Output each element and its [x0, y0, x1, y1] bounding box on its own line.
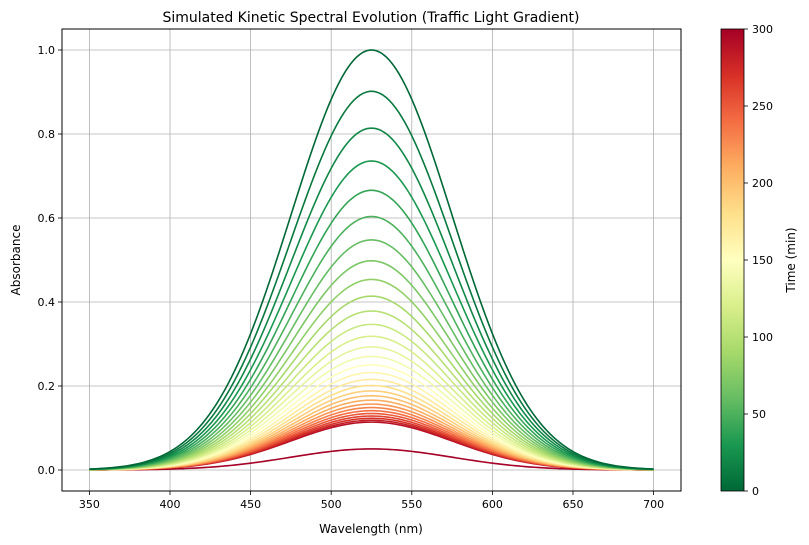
series-line-t300 — [89, 448, 654, 471]
x-tick-label: 600 — [482, 498, 503, 511]
x-tick-label: 650 — [562, 498, 583, 511]
y-tick-label: 0.8 — [38, 128, 56, 141]
series-line-t110 — [89, 323, 654, 471]
x-tick-label: 700 — [643, 498, 664, 511]
plot-frame — [61, 28, 682, 492]
x-ticks: 350 400 450 500 550 600 650 700 — [79, 491, 664, 511]
x-tick-label: 350 — [79, 498, 100, 511]
colorbar-tick-label: 100 — [752, 331, 773, 344]
x-tick-label: 400 — [160, 498, 181, 511]
series-line-t50 — [89, 215, 654, 471]
x-tick-label: 550 — [401, 498, 422, 511]
series-line-t10 — [89, 90, 654, 470]
series-line-t60 — [89, 239, 654, 471]
series-group — [89, 49, 654, 471]
y-tick-label: 0.0 — [38, 464, 56, 477]
series-line-t30 — [89, 160, 654, 471]
colorbar-tick-label: 0 — [752, 485, 759, 498]
y-tick-label: 0.6 — [38, 212, 56, 225]
y-tick-label: 0.2 — [38, 380, 56, 393]
colorbar-ticks: 0 50 100 150 200 250 300 — [744, 23, 773, 498]
colorbar — [720, 28, 745, 492]
series-line-t0 — [89, 49, 654, 470]
series-line-t40 — [89, 189, 654, 471]
y-axis-label: Absorbance — [9, 225, 23, 296]
series-line-t20 — [89, 127, 654, 471]
chart-title: Simulated Kinetic Spectral Evolution (Tr… — [162, 10, 579, 26]
colorbar-tick-label: 200 — [752, 177, 773, 190]
colorbar-tick-label: 250 — [752, 100, 773, 113]
colorbar-tick-label: 150 — [752, 254, 773, 267]
colorbar-label: Time (min) — [784, 227, 798, 293]
x-axis-label: Wavelength (nm) — [319, 522, 423, 536]
x-tick-label: 500 — [321, 498, 342, 511]
x-tick-label: 450 — [240, 498, 261, 511]
colorbar-tick-label: 50 — [752, 408, 766, 421]
series-line-t100 — [89, 310, 654, 471]
y-tick-label: 1.0 — [38, 44, 56, 57]
y-tick-label: 0.4 — [38, 296, 56, 309]
series-line-t80 — [89, 278, 654, 471]
series-line-t70 — [89, 260, 654, 471]
series-line-t90 — [89, 295, 654, 471]
y-ticks: 0.0 0.2 0.4 0.6 0.8 1.0 — [38, 44, 62, 477]
colorbar-tick-label: 300 — [752, 23, 773, 36]
